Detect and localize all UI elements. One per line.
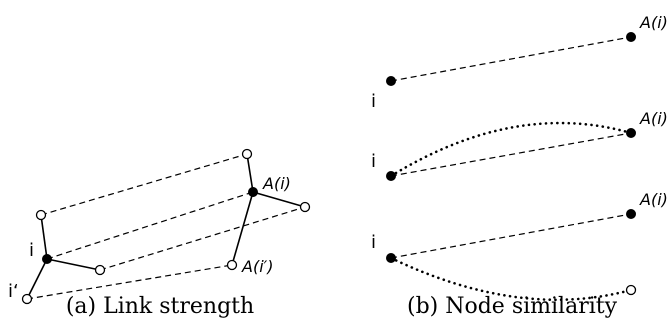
open-node-a-i-prime — [228, 261, 237, 270]
row2-label-i: i — [371, 151, 376, 172]
caption-a: (a) Link strength — [66, 294, 254, 319]
row3-label-a-i: A(i) — [639, 190, 668, 209]
panel-a: i i‘ A(i) A(i′) (a) Link strength — [8, 150, 310, 320]
dashed-link — [41, 154, 247, 215]
solid-edge — [27, 259, 47, 299]
open-node-i-prime — [23, 295, 32, 304]
label-a-i-prime: A(i′) — [241, 257, 274, 276]
row3-label-i: i — [371, 232, 376, 253]
open-node — [627, 286, 636, 295]
open-node — [301, 203, 310, 212]
filled-node-a-i — [626, 209, 636, 219]
panel-b: i A(i) i A(i) i A(i) (b) Node similarity — [371, 13, 668, 319]
filled-node-i — [386, 171, 396, 181]
open-node — [96, 266, 105, 275]
dashed-link — [391, 214, 631, 258]
solid-edge — [253, 192, 305, 207]
filled-node-i — [386, 76, 396, 86]
dashed-link — [47, 192, 253, 259]
dashed-link — [100, 207, 305, 270]
solid-edge — [41, 215, 47, 259]
label-i: i — [29, 240, 34, 261]
row2-label-a-i: A(i) — [639, 109, 668, 128]
label-i-prime: i‘ — [8, 281, 19, 302]
open-node — [37, 211, 46, 220]
solid-edge — [247, 154, 253, 192]
dashed-link — [391, 37, 631, 81]
filled-node-a-i — [626, 128, 636, 138]
filled-node-i — [42, 254, 52, 264]
filled-node-a-i — [248, 187, 258, 197]
dotted-similarity-curve — [391, 123, 631, 176]
row1-label-a-i: A(i) — [639, 13, 668, 32]
row1-label-i: i — [371, 91, 376, 112]
filled-node-i — [386, 253, 396, 263]
filled-node-a-i — [626, 32, 636, 42]
open-node — [243, 150, 252, 159]
solid-edge — [47, 259, 100, 270]
caption-b: (b) Node similarity — [407, 294, 618, 319]
label-a-i: A(i) — [262, 174, 291, 193]
dashed-link — [391, 133, 631, 176]
